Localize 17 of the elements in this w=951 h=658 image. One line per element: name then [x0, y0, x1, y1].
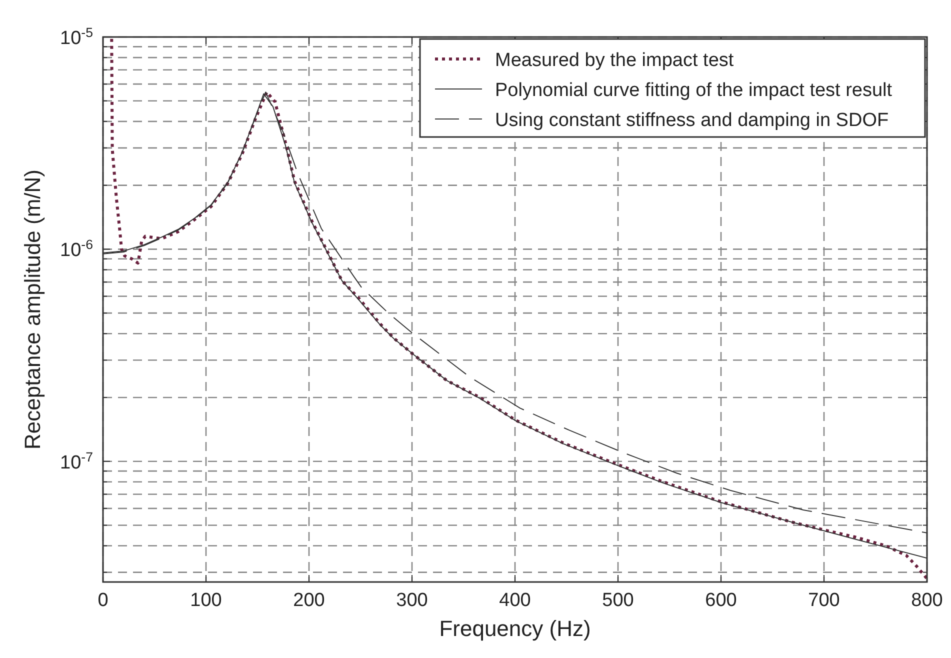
x-tick-label: 0: [98, 590, 108, 611]
legend-label: Using constant stiffness and damping in SDOF: [495, 110, 889, 131]
x-axis-title: Frequency (Hz): [439, 616, 591, 641]
y-tick-label: 10$^{-6}$: [60, 236, 93, 262]
y-tick-label: 10$^{-7}$: [60, 448, 93, 474]
y-tick-label: 10$^{-5}$: [60, 24, 93, 49]
legend-label: Measured by the impact test: [495, 50, 734, 71]
legend-label: Polynomial curve fitting of the impact test result: [495, 80, 893, 101]
x-tick-label: 300: [396, 590, 428, 611]
x-tick-label: 600: [705, 590, 737, 611]
x-tick-label: 100: [190, 590, 222, 611]
x-tick-label: 500: [602, 590, 634, 611]
x-tick-label: 400: [499, 590, 531, 611]
x-tick-label: 800: [911, 590, 943, 611]
x-tick-label: 200: [293, 590, 325, 611]
x-tick-label: 700: [808, 590, 840, 611]
y-axis-title: Receptance amplitude (m/N): [20, 169, 45, 450]
